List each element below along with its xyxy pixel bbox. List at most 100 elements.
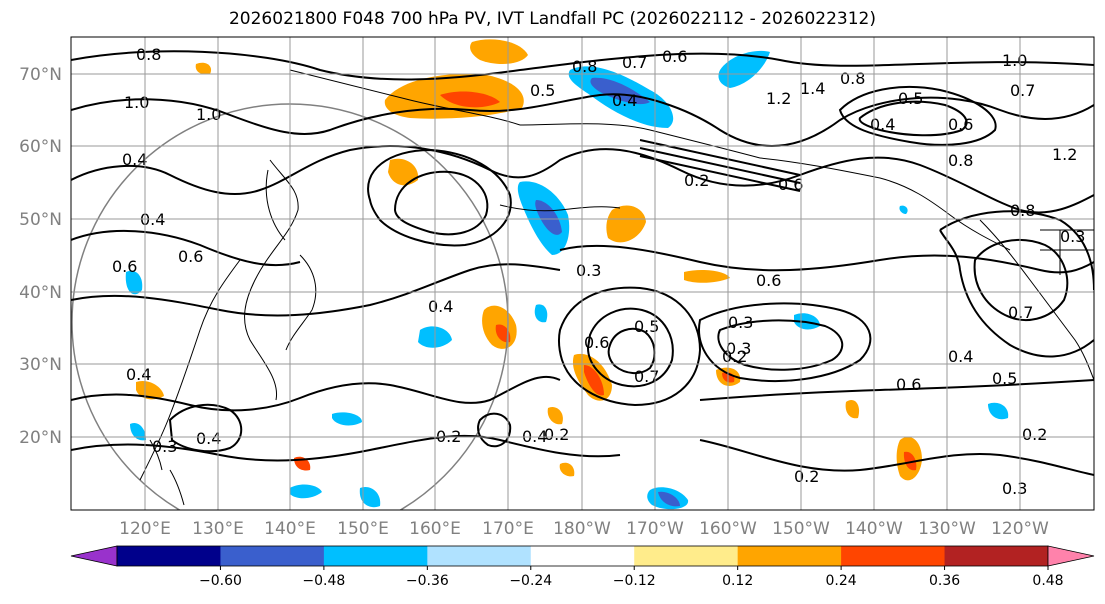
contour-label: 0.8 xyxy=(572,57,597,76)
lon-label: 160°W xyxy=(699,519,757,539)
contour-label: 1.0 xyxy=(196,105,221,124)
pv-blob-blue xyxy=(988,402,1009,420)
pv-blob-orange xyxy=(606,205,646,243)
contour-label: 0.3 xyxy=(1060,227,1085,246)
colorbar-segments xyxy=(116,545,1049,567)
contour-label: 0.5 xyxy=(898,89,923,108)
colorbar-bin xyxy=(944,546,1049,566)
contour-label: 0.2 xyxy=(722,347,747,366)
lon-label: 120°E xyxy=(119,519,171,539)
contour-label: 0.6 xyxy=(756,271,781,290)
pv-blob-orange xyxy=(136,380,164,400)
pv-blob-orange xyxy=(388,158,419,186)
lon-label: 170°W xyxy=(626,519,684,539)
colorbar-bin xyxy=(220,546,325,566)
contour-label: 0.4 xyxy=(948,347,973,366)
colorbar-tick-label: 0.24 xyxy=(826,573,857,589)
map-frame xyxy=(70,36,1095,511)
lon-label: 140°W xyxy=(845,519,903,539)
contour-label: 1.2 xyxy=(766,89,791,108)
contour-label: 0.7 xyxy=(622,53,647,72)
pv-blob-blue xyxy=(125,270,143,295)
colorbar-bin xyxy=(117,546,221,566)
lat-label: 70°N xyxy=(19,65,62,85)
lat-label: 30°N xyxy=(19,355,62,375)
contour-label: 0.6 xyxy=(178,247,203,266)
pv-blob-blue xyxy=(130,422,146,441)
pv-blob-orange xyxy=(559,462,575,477)
contour-label: 0.2 xyxy=(794,467,819,486)
contour-label: 0.7 xyxy=(1008,303,1033,322)
pv-blob-red xyxy=(584,365,604,396)
lon-label: 180°W xyxy=(553,519,611,539)
lon-label: 150°W xyxy=(772,519,830,539)
colorbar-bin xyxy=(634,546,739,566)
contour-label: 0.2 xyxy=(684,171,709,190)
contour-label: 0.7 xyxy=(1010,81,1035,100)
contour-label: 0.5 xyxy=(634,317,659,336)
pv-blob-orange xyxy=(470,39,528,65)
pv-blob-orange xyxy=(547,406,563,425)
contour-label: 0.2 xyxy=(1022,425,1047,444)
colorbar-bin xyxy=(841,546,946,566)
contour-label: 0.8 xyxy=(1010,201,1035,220)
pv-blob-blue xyxy=(718,50,770,88)
contour-label: 1.2 xyxy=(1052,145,1077,164)
contour-label: 0.3 xyxy=(728,313,753,332)
contour-label-group: 0.8 0.8 1.0 1.0 0.4 0.4 0.6 0.6 0.8 0.5 … xyxy=(112,45,1085,498)
colorbar-bin xyxy=(323,546,428,566)
pv-blob-blue xyxy=(534,304,548,323)
coastlines xyxy=(139,69,1094,506)
lat-label: 20°N xyxy=(19,428,62,448)
lon-label: 160°E xyxy=(409,519,461,539)
contour-label: 0.6 xyxy=(584,333,609,352)
latitude-labels: 70°N 60°N 50°N 40°N 30°N 20°N xyxy=(19,65,62,448)
map-panel: 0.8 0.8 1.0 1.0 0.4 0.4 0.6 0.6 0.8 0.5 … xyxy=(70,36,1095,511)
lon-label: 150°E xyxy=(337,519,389,539)
colorbar-tick-label: −0.12 xyxy=(613,573,656,589)
colorbar-tick-label: 0.48 xyxy=(1032,573,1063,589)
lat-label: 40°N xyxy=(19,283,62,303)
lon-label: 130°E xyxy=(192,519,244,539)
contour-label: 0.4 xyxy=(428,297,453,316)
graticule xyxy=(71,37,1094,510)
contour-label: 0.5 xyxy=(992,369,1017,388)
colorbar-tick-label: −0.24 xyxy=(509,573,552,589)
colorbar-tick-label: −0.48 xyxy=(302,573,345,589)
pv-blob-orange xyxy=(845,399,860,419)
contour-label: 0.6 xyxy=(778,175,803,194)
colorbar-tick-label: −0.36 xyxy=(406,573,449,589)
pv-blob-orange xyxy=(684,270,730,283)
contour-label: 0.4 xyxy=(612,91,637,110)
contour-label: 0.6 xyxy=(948,115,973,134)
pv-blob-blue xyxy=(359,486,381,508)
colorbar-ticks: −0.60 −0.48 −0.36 −0.24 −0.12 0.12 0.24 0.36 0.4… xyxy=(199,566,1064,589)
lat-label: 50°N xyxy=(19,210,62,230)
contour-label: 0.4 xyxy=(196,429,221,448)
contour-label: 0.4 xyxy=(870,115,895,134)
colorbar-extend-min xyxy=(70,545,118,567)
colorbar-tick-label: 0.12 xyxy=(722,573,753,589)
colorbar-tick-label: −0.60 xyxy=(199,573,242,589)
colorbar: −0.60 −0.48 −0.36 −0.24 −0.12 0.12 0.24 0.36 0.4… xyxy=(70,545,1095,589)
colorbar-bin xyxy=(737,546,842,566)
contour-label: 0.6 xyxy=(112,257,137,276)
contour-label: 0.6 xyxy=(896,375,921,394)
contour-label: 1.0 xyxy=(124,93,149,112)
contour-label: 0.8 xyxy=(840,69,865,88)
contour-label: 0.4 xyxy=(126,365,151,384)
contour-label: 0.4 xyxy=(122,150,147,169)
pv-blob-darkblue xyxy=(658,491,680,507)
pv-blob-orange xyxy=(195,62,212,75)
longitude-labels: 120°E 130°E 140°E 150°E 160°E 170°E 180°… xyxy=(119,519,1049,539)
pv-shading xyxy=(125,39,1009,510)
lon-label: 130°W xyxy=(918,519,976,539)
contour-label: 0.2 xyxy=(544,425,569,444)
pv-blob-red xyxy=(440,91,500,108)
pv-blob-red xyxy=(495,324,511,343)
contour-label: 0.3 xyxy=(1002,479,1027,498)
lon-label: 120°W xyxy=(991,519,1049,539)
contour-label: 0.3 xyxy=(152,437,177,456)
contour-label: 0.6 xyxy=(662,47,687,66)
